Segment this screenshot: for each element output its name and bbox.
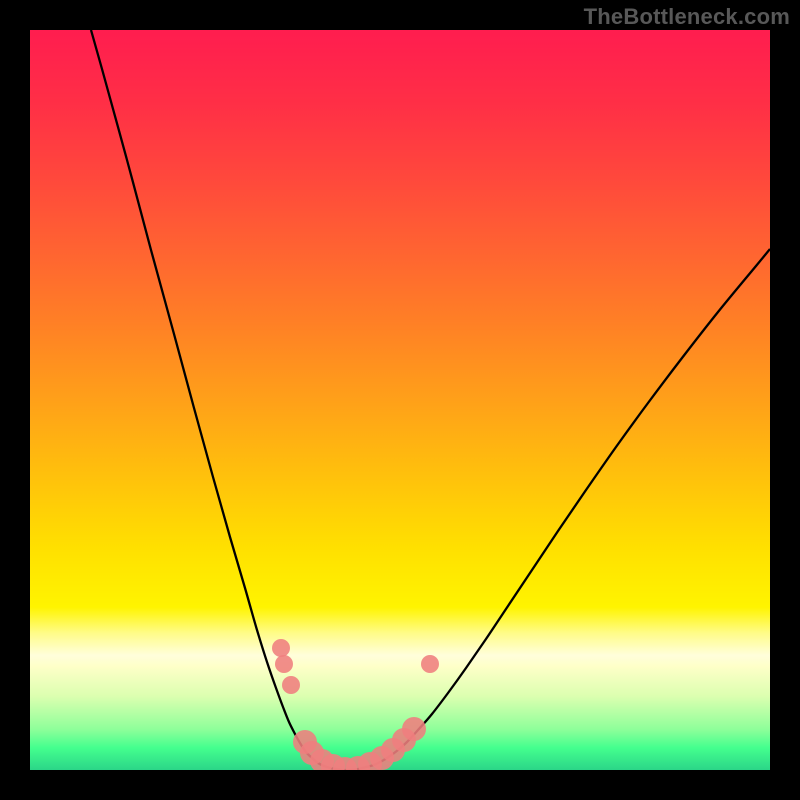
data-marker: [402, 717, 426, 741]
data-marker: [272, 639, 290, 657]
data-marker: [275, 655, 293, 673]
plot-area: [30, 30, 770, 770]
chart-background: [30, 30, 770, 770]
chart-frame: TheBottleneck.com: [0, 0, 800, 800]
data-marker: [282, 676, 300, 694]
chart-svg: [30, 30, 770, 770]
data-marker: [421, 655, 439, 673]
watermark-text: TheBottleneck.com: [584, 4, 790, 30]
